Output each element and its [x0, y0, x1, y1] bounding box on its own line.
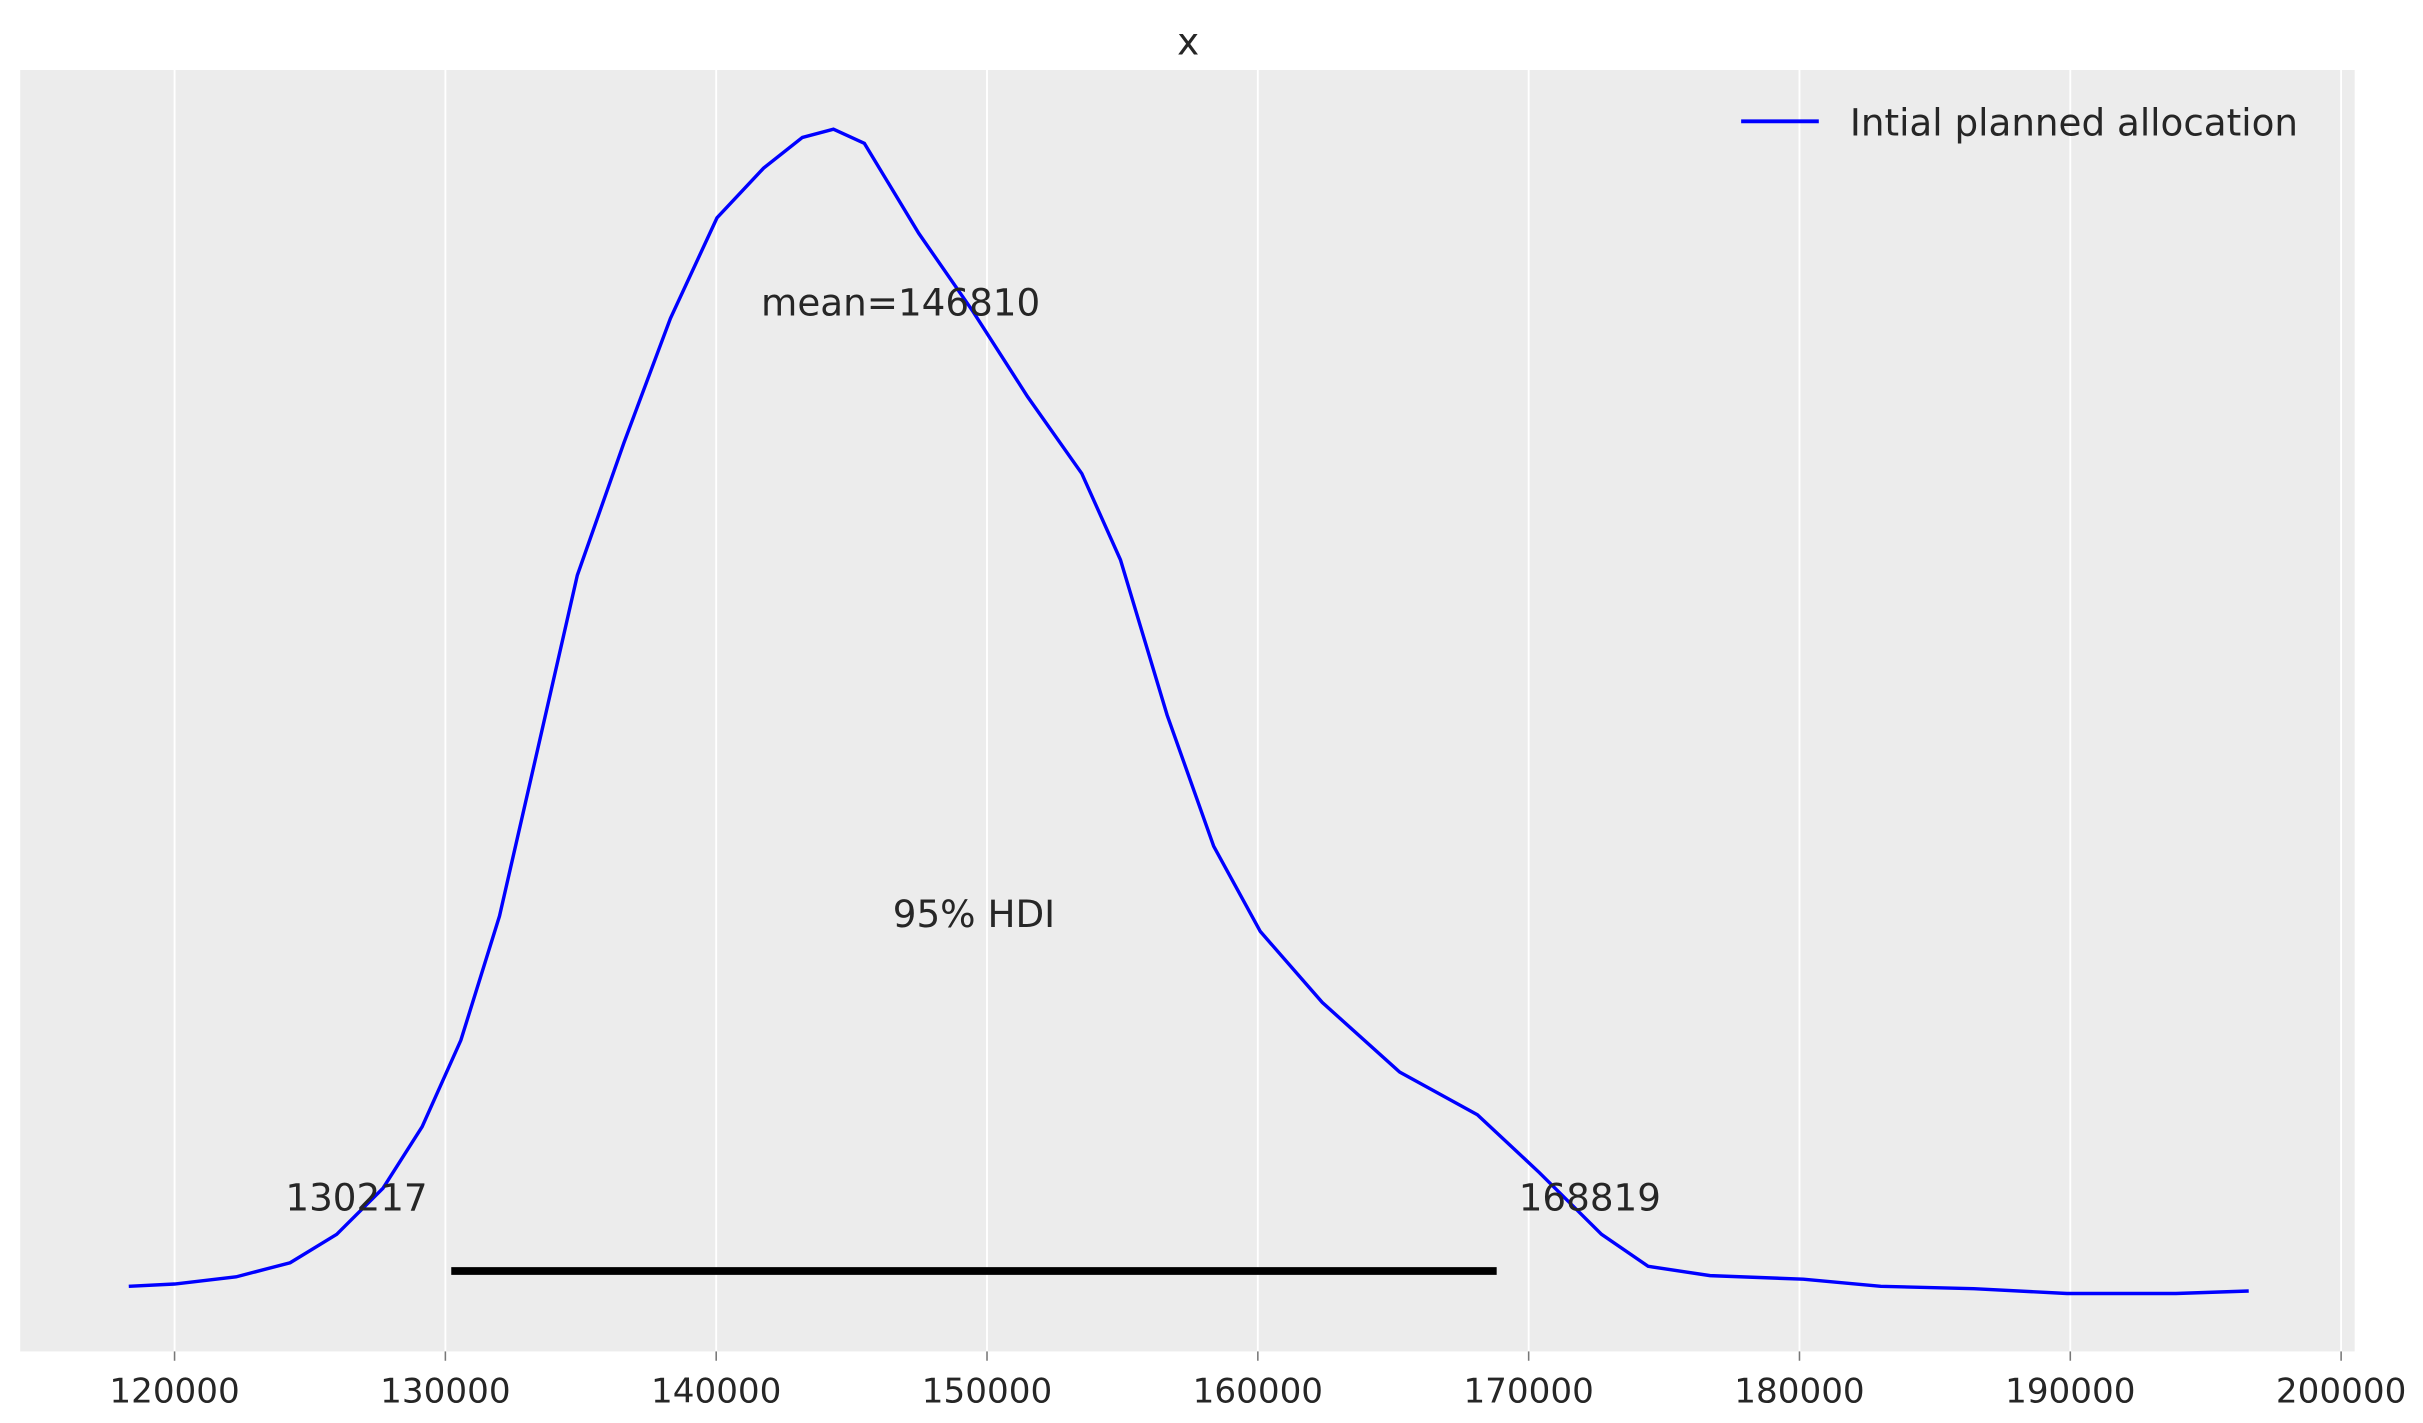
mean-label: mean=146810: [761, 281, 1040, 325]
hdi-label: 95% HDI: [893, 892, 1055, 936]
plot-area: [20, 70, 2355, 1352]
x-tick-label: 190000: [2005, 1372, 2135, 1412]
legend-label: Intial planned allocation: [1850, 100, 2298, 144]
chart-title: x: [1177, 19, 1199, 63]
x-tick-label: 170000: [1463, 1372, 1593, 1412]
hdi-low-label: 130217: [285, 1175, 427, 1219]
x-tick-label: 120000: [109, 1372, 239, 1412]
x-tick-label: 180000: [1734, 1372, 1864, 1412]
x-axis: 120000 130000 140000 150000 160000 170000 1800…: [109, 1351, 2406, 1412]
gridlines: [173, 70, 2343, 1352]
hdi-high-label: 168819: [1519, 1175, 1661, 1219]
legend: Intial planned allocation: [1741, 100, 2298, 144]
x-tick-label: 130000: [380, 1372, 510, 1412]
kde-line: [128, 127, 2249, 1296]
x-tick-label: 150000: [922, 1372, 1052, 1412]
x-tick-label: 160000: [1193, 1372, 1323, 1412]
x-tick-label: 200000: [2276, 1372, 2406, 1412]
x-tick-label: 140000: [651, 1372, 781, 1412]
